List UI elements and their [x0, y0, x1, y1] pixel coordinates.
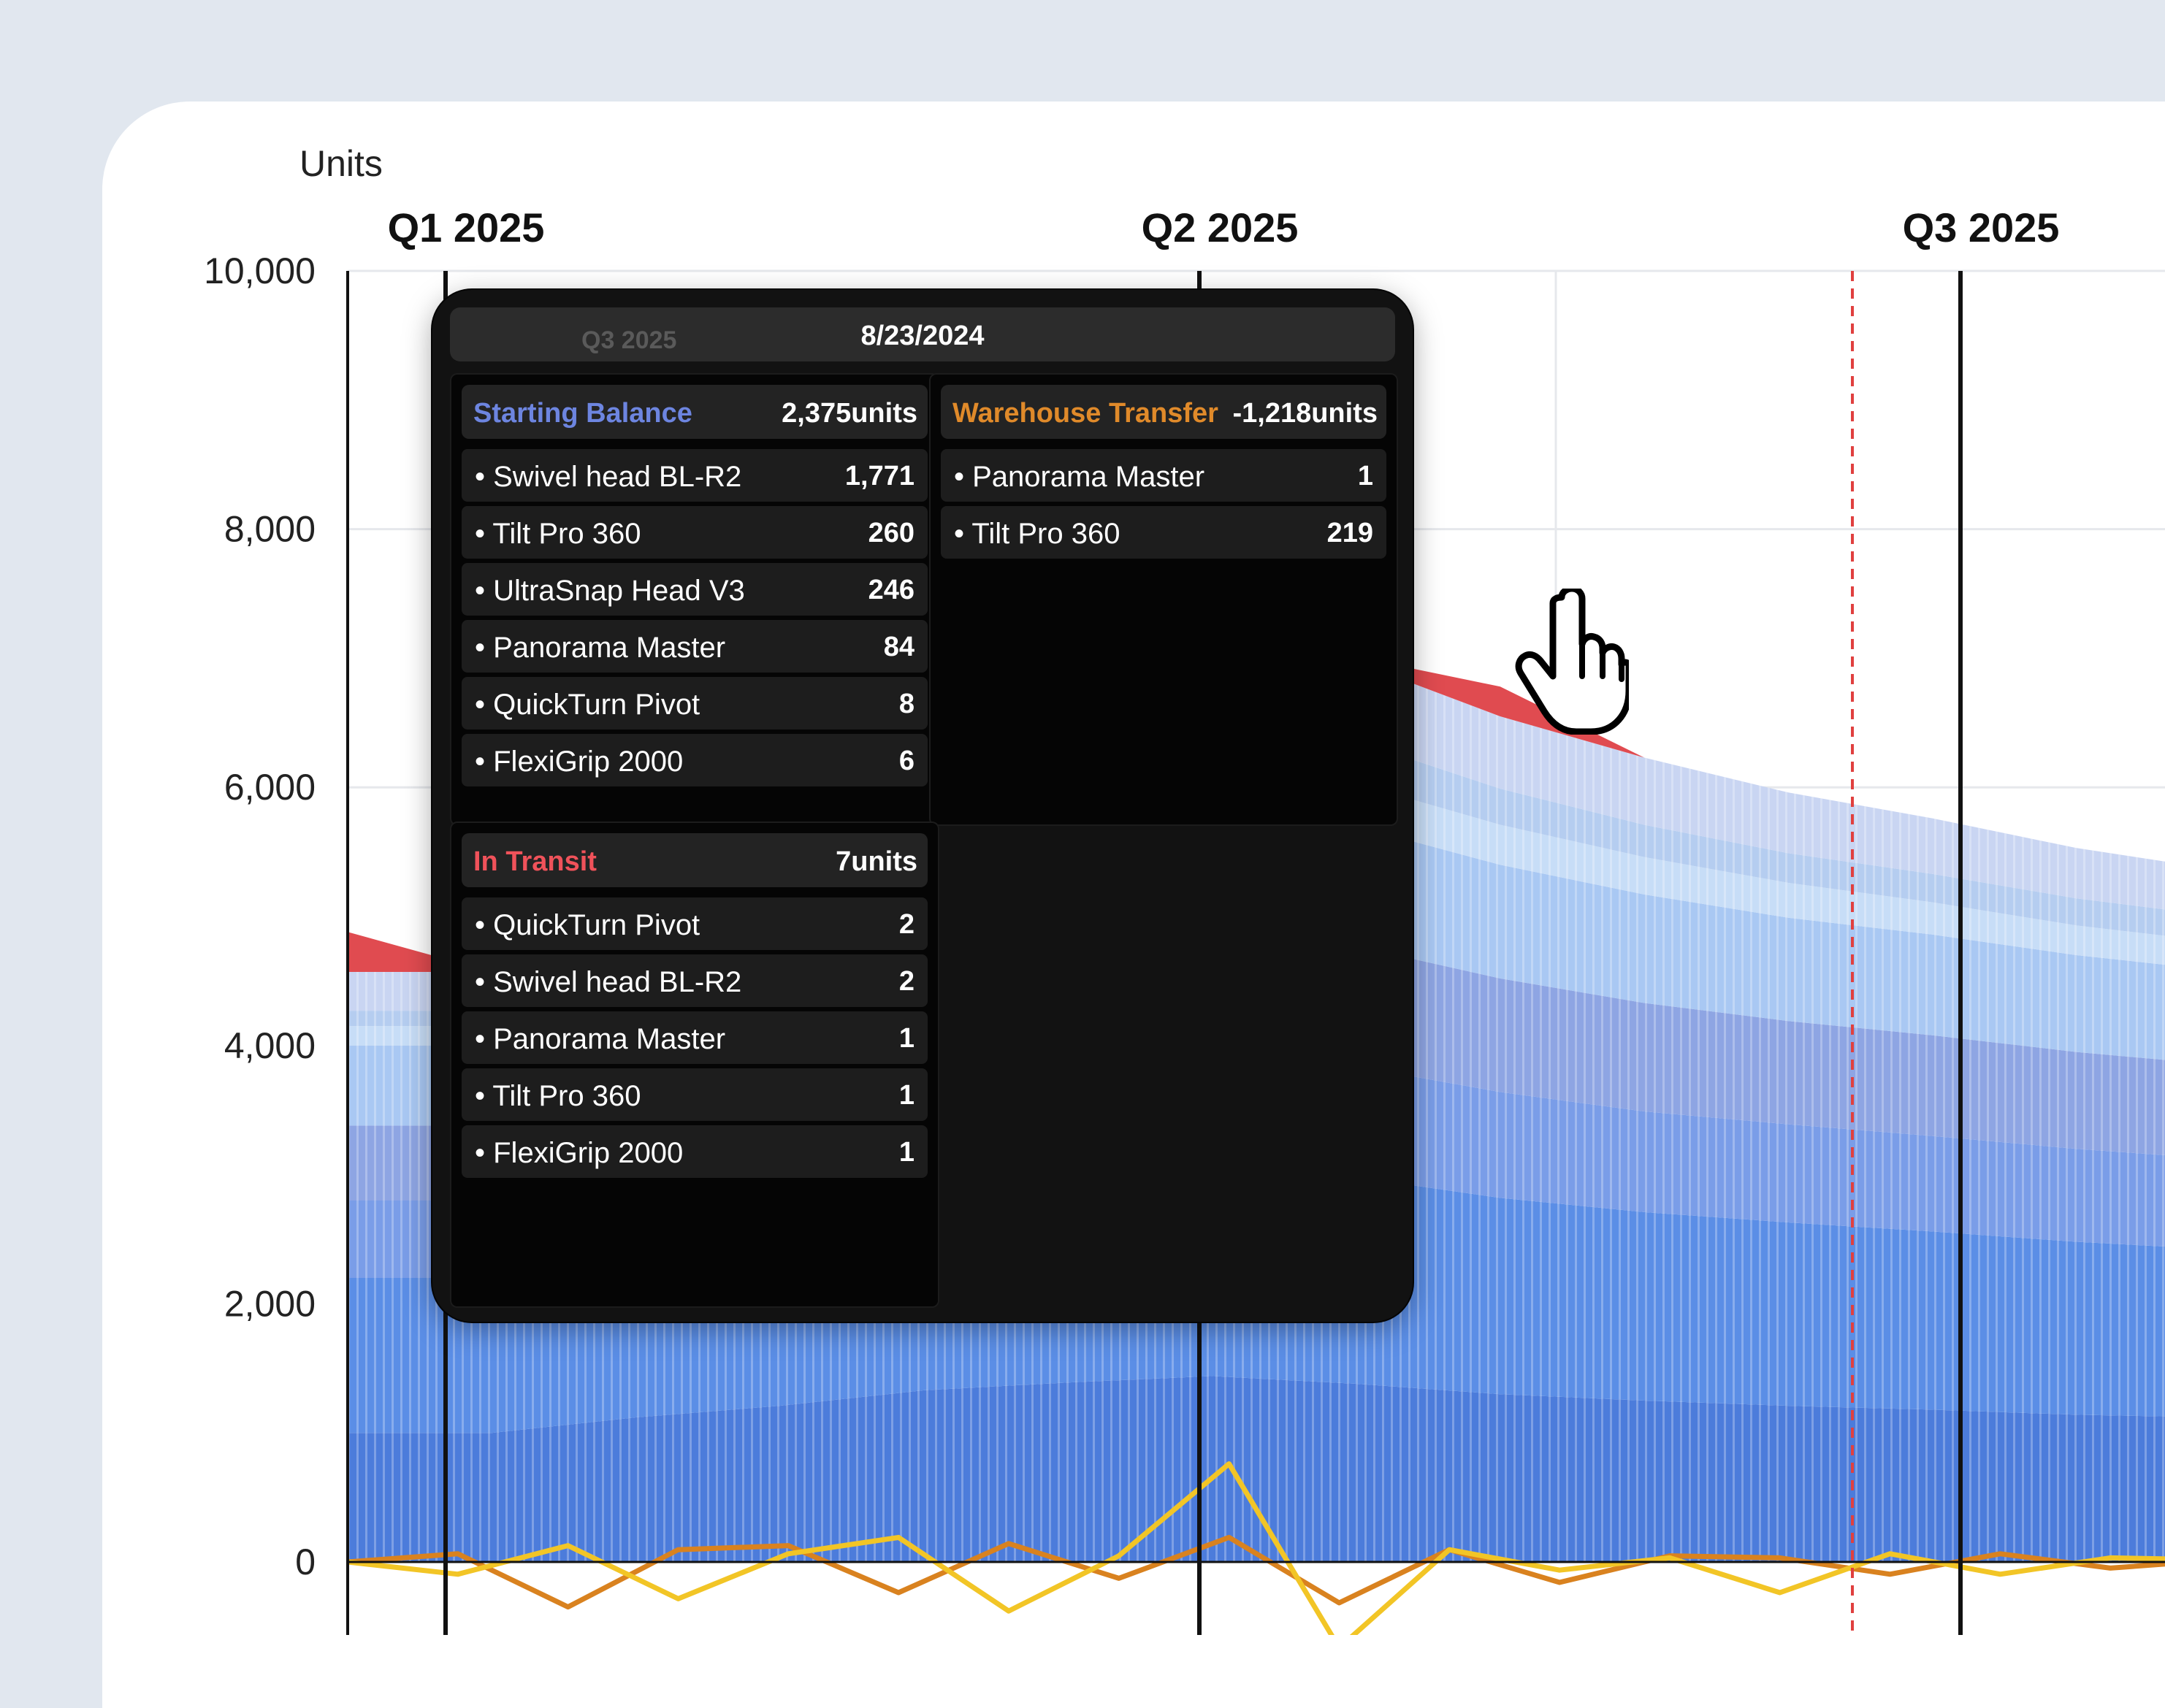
row-name: FlexiGrip 2000 — [493, 1137, 684, 1169]
tooltip-ghost-label: Q3 2025 — [581, 326, 677, 354]
y-tick-label: 4,000 — [224, 1025, 316, 1066]
chart-tooltip: Q3 2025 8/23/2024 Starting Balance 2,375… — [432, 290, 1413, 1322]
tooltip-group-in-transit: In Transit 7units • QuickTurn Pivot 2 • … — [450, 822, 939, 1308]
net-change-line — [347, 1461, 2165, 1635]
row-value: 6 — [898, 746, 915, 776]
row-name: QuickTurn Pivot — [493, 689, 700, 721]
y-tick-label: 6,000 — [224, 767, 316, 808]
quarter-label: Q2 2025 — [1142, 204, 1299, 250]
row-value: 1 — [898, 1137, 915, 1168]
tooltip-row: • FlexiGrip 2000 1 — [462, 1125, 928, 1178]
row-name: Swivel head BL-R2 — [493, 966, 742, 998]
row-name: QuickTurn Pivot — [493, 909, 700, 941]
quarter-label: Q1 2025 — [388, 204, 545, 250]
row-value: 1,771 — [844, 461, 915, 491]
group-total: -1,218units — [1232, 398, 1378, 429]
group-title: Starting Balance — [473, 398, 692, 429]
row-name: Panorama Master — [493, 632, 726, 664]
row-value: 1 — [1357, 461, 1373, 491]
tooltip-row: • QuickTurn Pivot 8 — [462, 677, 928, 729]
group-total: 2,375units — [782, 398, 917, 429]
tooltip-row: • QuickTurn Pivot 2 — [462, 897, 928, 950]
tooltip-header: Q3 2025 8/23/2024 — [450, 307, 1395, 361]
row-value: 1 — [898, 1023, 915, 1054]
row-value: 84 — [883, 632, 915, 662]
row-name: Tilt Pro 360 — [492, 1080, 641, 1112]
row-name: Tilt Pro 360 — [971, 518, 1120, 550]
y-tick-label: 8,000 — [224, 509, 316, 550]
tooltip-row: • Swivel head BL-R2 1,771 — [462, 449, 928, 502]
group-header: Starting Balance 2,375units — [462, 385, 928, 439]
group-header: Warehouse Transfer -1,218units — [941, 385, 1386, 439]
quarter-label: Q3 2025 — [1903, 204, 2060, 250]
row-name: Panorama Master — [972, 461, 1205, 493]
y-tick-label: 0 — [295, 1542, 316, 1582]
group-header: In Transit 7units — [462, 833, 928, 887]
tooltip-row: • Panorama Master 1 — [941, 449, 1386, 502]
row-value: 8 — [898, 689, 915, 719]
row-name: Panorama Master — [493, 1023, 726, 1055]
tooltip-row: • Panorama Master 1 — [462, 1011, 928, 1064]
tooltip-row: • Panorama Master 84 — [462, 620, 928, 673]
y-tick-label: 10,000 — [204, 250, 316, 291]
row-name: Tilt Pro 360 — [492, 518, 641, 550]
row-value: 260 — [868, 518, 915, 548]
y-tick-label: 2,000 — [224, 1283, 316, 1324]
hand-pointer-icon — [1515, 589, 1629, 735]
net-change-line — [347, 1534, 2165, 1610]
group-title: In Transit — [473, 846, 597, 877]
tooltip-row: • Tilt Pro 360 219 — [941, 506, 1386, 559]
group-total: 7units — [836, 846, 917, 877]
tooltip-row: • UltraSnap Head V3 246 — [462, 563, 928, 616]
tooltip-group-warehouse-transfer: Warehouse Transfer -1,218units • Panoram… — [929, 373, 1398, 826]
row-name: FlexiGrip 2000 — [493, 746, 684, 778]
row-value: 2 — [898, 909, 915, 940]
tooltip-date: 8/23/2024 — [860, 321, 985, 351]
row-value: 2 — [898, 966, 915, 997]
row-value: 246 — [868, 575, 915, 605]
tooltip-row: • Tilt Pro 360 260 — [462, 506, 928, 559]
tooltip-row: • Swivel head BL-R2 2 — [462, 954, 928, 1007]
row-value: 219 — [1326, 518, 1373, 548]
row-name: Swivel head BL-R2 — [493, 461, 742, 493]
row-name: UltraSnap Head V3 — [493, 575, 745, 607]
tooltip-row: • Tilt Pro 360 1 — [462, 1068, 928, 1121]
tooltip-group-starting-balance: Starting Balance 2,375units • Swivel hea… — [450, 373, 939, 826]
group-title: Warehouse Transfer — [952, 398, 1218, 429]
y-axis-title: Units — [299, 143, 383, 184]
row-value: 1 — [898, 1080, 915, 1111]
tooltip-row: • FlexiGrip 2000 6 — [462, 734, 928, 786]
